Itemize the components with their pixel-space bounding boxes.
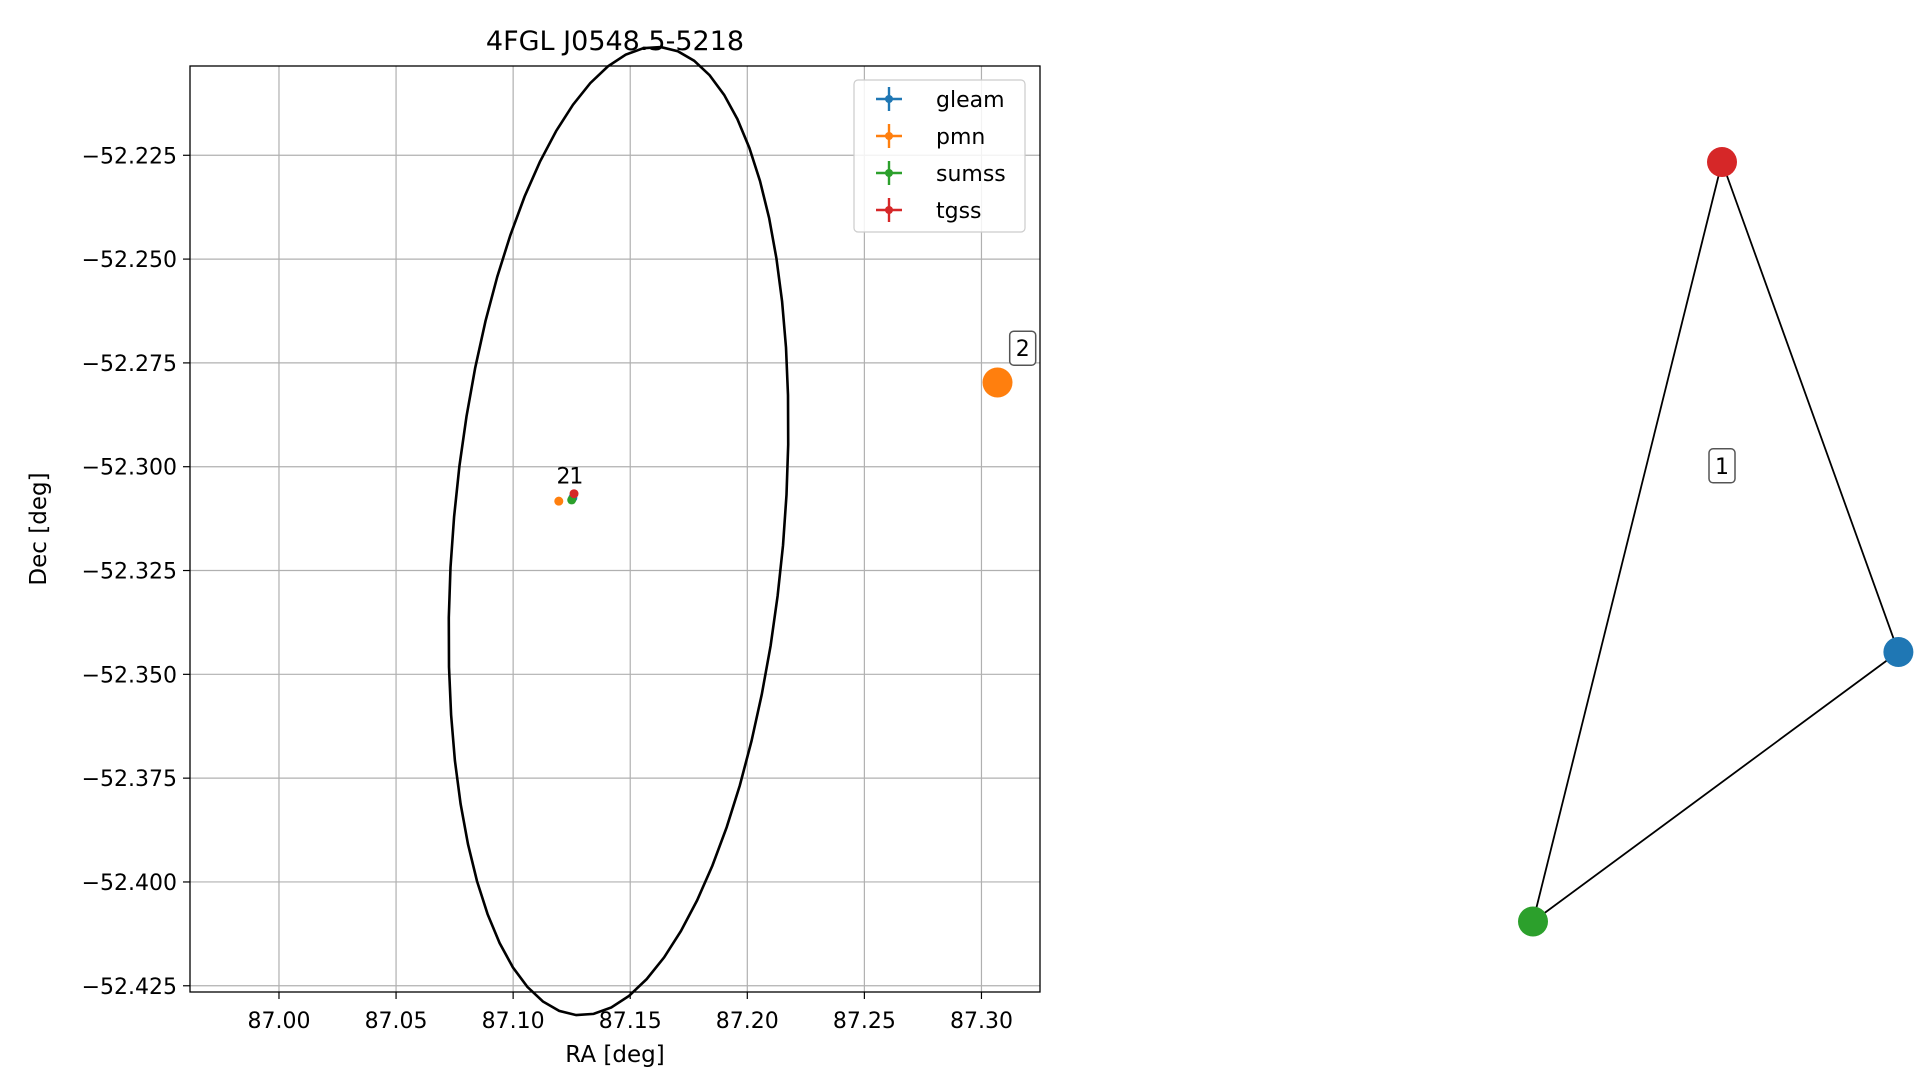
y-tick-label: −52.325 bbox=[82, 560, 177, 585]
points-layer bbox=[554, 489, 579, 506]
component-label: 2 bbox=[1008, 330, 1037, 366]
x-tick-label: 87.00 bbox=[247, 1009, 310, 1034]
legend-marker bbox=[885, 132, 893, 140]
x-tick-label: 87.15 bbox=[599, 1009, 662, 1034]
network-graph: 12 bbox=[982, 147, 1914, 937]
legend-marker bbox=[885, 206, 893, 214]
x-ticks: 87.00 87.05 87.10 87.15 87.20 87.25 87.30 bbox=[247, 992, 1013, 1034]
axes-frame bbox=[189, 65, 1041, 993]
y-tick-label: −52.400 bbox=[82, 871, 177, 896]
x-axis-label: RA [deg] bbox=[565, 1042, 664, 1068]
y-tick-label: −52.225 bbox=[82, 144, 177, 169]
component-label-text: 1 bbox=[1715, 455, 1729, 480]
x-tick-label: 87.20 bbox=[716, 1009, 779, 1034]
y-tick-label: −52.250 bbox=[82, 248, 177, 273]
legend-item-gleam: gleam bbox=[876, 87, 1005, 113]
graph-node-gleam bbox=[1883, 637, 1914, 667]
legend-marker bbox=[885, 169, 893, 177]
point-annotation: 2 bbox=[556, 464, 570, 489]
chart-title: 4FGL J0548.5-5218 bbox=[486, 26, 744, 57]
component-label-text: 2 bbox=[1016, 337, 1030, 362]
graph-node-pmn bbox=[982, 367, 1013, 398]
annotation-layer: 21 bbox=[556, 464, 583, 489]
legend-marker bbox=[885, 95, 893, 103]
x-tick-label: 87.25 bbox=[833, 1009, 896, 1034]
component-label-box bbox=[1708, 448, 1736, 484]
ellipse-layer bbox=[447, 45, 790, 1017]
point-pmn bbox=[554, 496, 564, 506]
graph-edge bbox=[1721, 161, 1900, 653]
y-tick-label: −52.350 bbox=[82, 663, 177, 688]
legend: gleam pmn sumss tgss bbox=[853, 79, 1026, 233]
y-tick-label: −52.300 bbox=[82, 456, 177, 481]
y-axis-label: Dec [deg] bbox=[26, 472, 52, 585]
legend-label: pmn bbox=[936, 125, 985, 150]
x-tick-label: 87.10 bbox=[482, 1009, 545, 1034]
y-tick-label: −52.275 bbox=[82, 352, 177, 377]
localization-ellipse bbox=[447, 45, 790, 1017]
y-tick-label: −52.425 bbox=[82, 975, 177, 1000]
graph-edge bbox=[1532, 161, 1723, 922]
component-label-box bbox=[1008, 330, 1037, 366]
point-annotation: 1 bbox=[569, 464, 583, 489]
legend-item-tgss: tgss bbox=[876, 198, 982, 224]
graph-node-tgss bbox=[1707, 147, 1737, 177]
legend-item-sumss: sumss bbox=[876, 161, 1006, 187]
x-tick-label: 87.05 bbox=[365, 1009, 428, 1034]
x-tick-label: 87.30 bbox=[950, 1009, 1013, 1034]
graph-node-sumss bbox=[1518, 906, 1548, 937]
legend-label: sumss bbox=[936, 162, 1006, 187]
component-label: 1 bbox=[1708, 448, 1736, 484]
y-ticks: −52.225 −52.250 −52.275 −52.300 −52.325 −52.3… bbox=[82, 144, 190, 1000]
legend-item-pmn: pmn bbox=[876, 124, 985, 150]
legend-box bbox=[853, 79, 1026, 233]
graph-edge bbox=[1532, 651, 1899, 923]
y-tick-label: −52.375 bbox=[82, 767, 177, 792]
legend-label: gleam bbox=[936, 88, 1005, 113]
point-tgss bbox=[569, 489, 579, 499]
legend-label: tgss bbox=[936, 199, 982, 224]
